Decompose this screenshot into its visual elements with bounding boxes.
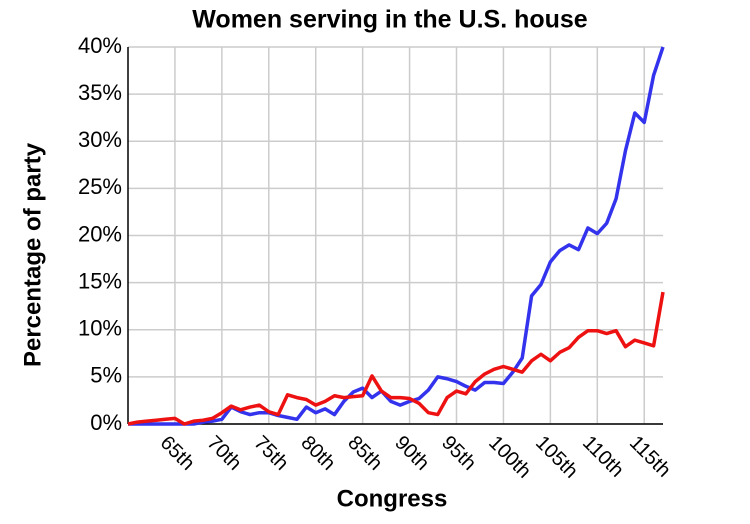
x-tick-label: 105th — [531, 432, 582, 483]
y-tick-label: 25% — [78, 174, 122, 199]
y-tick-label: 20% — [78, 221, 122, 246]
y-tick-label: 30% — [78, 127, 122, 152]
x-tick-label: 115th — [625, 432, 675, 482]
x-tick-label: 80th — [296, 432, 339, 475]
x-tick-label: 110th — [578, 432, 628, 482]
data-line — [127, 291, 665, 426]
y-tick-label: 15% — [78, 268, 122, 293]
x-tick-label: 95th — [437, 432, 480, 475]
x-axis-label: Congress — [337, 485, 448, 512]
y-tick-label: 0% — [90, 410, 122, 435]
x-tick-label: 65th — [156, 432, 199, 475]
x-tick-label: 85th — [343, 432, 386, 475]
y-tick-label: 40% — [78, 33, 122, 58]
chart-title: Women serving in the U.S. house — [192, 6, 588, 34]
x-tick-label: 90th — [390, 432, 433, 475]
y-axis-label: Percentage of party — [19, 142, 46, 367]
x-tick-label: 100th — [484, 432, 535, 483]
x-tick-label: 75th — [250, 432, 293, 475]
x-tick-label: 70th — [203, 432, 246, 475]
y-tick-label: 10% — [78, 316, 122, 341]
data-line — [128, 46, 665, 426]
y-tick-label: 5% — [90, 363, 122, 388]
y-tick-label: 35% — [78, 80, 122, 105]
